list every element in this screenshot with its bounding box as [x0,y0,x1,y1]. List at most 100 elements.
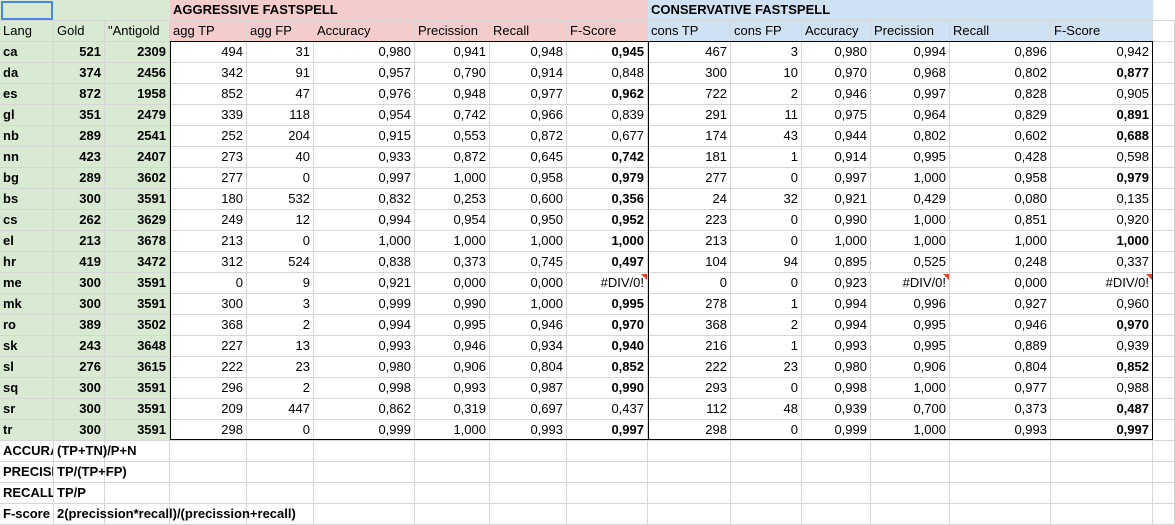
data-cell[interactable]: 0 [731,168,802,189]
data-cell[interactable]: 0,990 [567,378,648,399]
data-cell[interactable]: 351 [54,105,105,126]
empty-cell[interactable] [1153,21,1175,42]
data-cell[interactable]: 0,872 [490,126,567,147]
data-cell[interactable]: 0,839 [567,105,648,126]
note-formula[interactable]: TP/P [54,483,105,504]
data-cell[interactable]: 312 [170,252,247,273]
lang-cell[interactable]: ro [0,315,54,336]
data-cell[interactable]: 0,977 [490,84,567,105]
data-cell[interactable]: 0,862 [314,399,415,420]
data-cell[interactable]: 0,933 [314,147,415,168]
data-cell[interactable]: 289 [54,168,105,189]
empty-cell[interactable] [415,441,490,462]
data-cell[interactable]: 0,923 [802,273,871,294]
empty-header-cell[interactable] [802,0,871,21]
data-cell[interactable]: 32 [731,189,802,210]
data-cell[interactable]: 872 [54,84,105,105]
data-cell[interactable]: 1,000 [802,231,871,252]
empty-cell[interactable] [1153,63,1175,84]
data-cell[interactable]: 1,000 [415,420,490,441]
data-cell[interactable]: 0 [247,231,314,252]
lang-cell[interactable]: me [0,273,54,294]
data-cell[interactable]: 23 [731,357,802,378]
data-cell[interactable]: 3472 [105,252,170,273]
data-cell[interactable]: 0,373 [950,399,1051,420]
data-cell[interactable]: 300 [54,378,105,399]
data-cell[interactable]: 3591 [105,399,170,420]
data-cell[interactable]: 0 [731,231,802,252]
empty-cell[interactable] [1153,252,1175,273]
data-cell[interactable]: 2 [731,84,802,105]
data-cell[interactable]: 1958 [105,84,170,105]
data-cell[interactable]: 0,356 [567,189,648,210]
data-cell[interactable]: 0,994 [871,42,950,63]
data-cell[interactable]: 296 [170,378,247,399]
lang-cell[interactable]: bs [0,189,54,210]
data-cell[interactable]: 0,948 [415,84,490,105]
data-cell[interactable]: 43 [731,126,802,147]
data-cell[interactable]: 0,934 [490,336,567,357]
lang-cell[interactable]: el [0,231,54,252]
data-cell[interactable]: 0,999 [314,420,415,441]
data-cell[interactable]: 0,995 [871,147,950,168]
data-cell[interactable]: 423 [54,147,105,168]
empty-cell[interactable] [170,483,247,504]
data-cell[interactable]: 249 [170,210,247,231]
data-cell[interactable]: 0,487 [1051,399,1153,420]
lang-cell[interactable]: gl [0,105,54,126]
data-cell[interactable]: 0,742 [415,105,490,126]
data-cell[interactable]: 0,958 [490,168,567,189]
data-cell[interactable]: 94 [731,252,802,273]
column-header[interactable]: cons TP [648,21,731,42]
data-cell[interactable]: 2541 [105,126,170,147]
empty-cell[interactable] [314,441,415,462]
data-cell[interactable]: 0,525 [871,252,950,273]
column-header[interactable]: F-Score [1051,21,1153,42]
empty-cell[interactable] [731,504,802,525]
data-cell[interactable]: 9 [247,273,314,294]
empty-cell[interactable] [1153,399,1175,420]
empty-cell[interactable] [1051,504,1153,525]
data-cell[interactable]: 181 [648,147,731,168]
empty-header-cell[interactable] [105,0,170,21]
data-cell[interactable]: 0,677 [567,126,648,147]
empty-cell[interactable] [567,441,648,462]
data-cell[interactable]: 0,802 [950,63,1051,84]
data-cell[interactable]: 243 [54,336,105,357]
data-cell[interactable]: 289 [54,126,105,147]
data-cell[interactable]: 0,804 [490,357,567,378]
data-cell[interactable]: 0,976 [314,84,415,105]
data-cell[interactable]: 0,966 [490,105,567,126]
empty-cell[interactable] [490,462,567,483]
data-cell[interactable]: 0,877 [1051,63,1153,84]
data-cell[interactable]: 0,828 [950,84,1051,105]
data-cell[interactable]: 2 [247,378,314,399]
data-cell[interactable]: 0,997 [567,420,648,441]
data-cell[interactable]: 419 [54,252,105,273]
data-cell[interactable]: 524 [247,252,314,273]
data-cell[interactable]: 3591 [105,273,170,294]
empty-cell[interactable] [871,441,950,462]
data-cell[interactable]: 0,942 [1051,42,1153,63]
column-header[interactable]: Lang [0,21,54,42]
data-cell[interactable]: 1,000 [950,231,1051,252]
data-cell[interactable]: 300 [648,63,731,84]
data-cell[interactable]: 3678 [105,231,170,252]
data-cell[interactable]: 0,996 [871,294,950,315]
data-cell[interactable]: 0,999 [314,294,415,315]
data-cell[interactable]: 0,980 [802,357,871,378]
note-label[interactable]: PRECISION [0,462,54,483]
data-cell[interactable]: 204 [247,126,314,147]
empty-cell[interactable] [731,441,802,462]
empty-cell[interactable] [1153,84,1175,105]
data-cell[interactable]: 0,980 [314,357,415,378]
data-cell[interactable]: 300 [170,294,247,315]
empty-cell[interactable] [731,462,802,483]
data-cell[interactable]: 0,906 [415,357,490,378]
data-cell[interactable]: 273 [170,147,247,168]
data-cell[interactable]: 1,000 [314,231,415,252]
empty-header-cell[interactable] [0,0,54,21]
data-cell[interactable]: 0,253 [415,189,490,210]
empty-cell[interactable] [648,483,731,504]
data-cell[interactable]: 0,946 [950,315,1051,336]
